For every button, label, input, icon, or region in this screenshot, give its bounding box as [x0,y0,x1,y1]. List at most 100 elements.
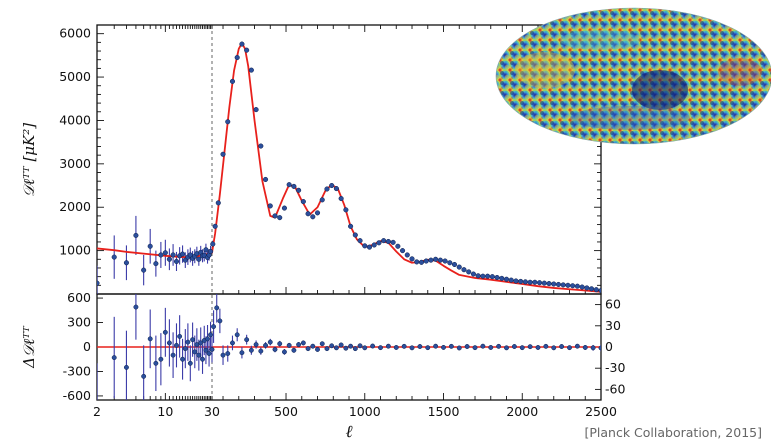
residual-point [263,342,268,348]
x-tick-label: 30 [204,404,220,419]
data-point [522,279,528,285]
residual-point [162,329,168,335]
data-point [166,256,172,262]
data-point [141,267,147,273]
residual-point [535,345,541,350]
data-point [196,256,202,262]
data-point [527,279,533,285]
data-point [225,119,231,125]
residual-point [582,345,588,350]
residual-point [258,348,264,354]
residual-point [166,340,172,346]
data-point [371,242,377,248]
data-point [272,213,278,219]
residual-point [234,332,240,338]
residual-point [147,336,153,342]
residual-point [370,343,376,349]
data-point [234,54,240,61]
data-point [565,282,571,288]
residual-point [277,341,283,347]
y-tick-label-right: 60 [605,297,621,312]
cmb-sky-map-image [495,7,771,145]
data-point [466,269,472,275]
y-tick-label-top: 2000 [59,199,91,214]
residual-point [182,346,188,352]
residual-point [567,345,572,351]
y-tick-label-top: 1000 [59,243,91,258]
residual-point [141,373,147,379]
data-point [348,223,354,229]
residual-point [343,345,349,351]
y-tick-label-top: 3000 [59,156,91,171]
residual-point [378,345,383,351]
data-point [305,211,311,217]
data-point [133,232,139,238]
data-point [395,243,401,249]
residual-point [488,345,494,350]
residual-point [220,352,226,358]
y-tick-label-top: 5000 [59,69,91,84]
residual-point [448,343,454,349]
data-point [147,243,153,249]
y-tick-label-bottom: 0 [83,339,91,354]
data-point [537,280,543,286]
x-tick-label: 500 [274,404,298,419]
residual-point [417,344,423,349]
residual-point [551,345,557,351]
residual-point [425,345,431,351]
data-point [461,267,467,273]
residual-point [324,346,330,352]
residual-point [203,347,209,353]
data-point [414,259,420,265]
data-point [258,143,264,149]
data-point [229,78,236,84]
data-point [451,261,458,268]
data-point [418,259,425,265]
data-point [333,186,339,192]
residual-point [333,345,339,351]
residual-point [198,340,204,346]
data-point [400,248,406,254]
data-point [153,261,159,267]
y-tick-label-bottom: -600 [63,388,91,403]
data-point [404,252,410,258]
residual-point [357,343,363,349]
residual-point [496,343,502,349]
data-point [456,264,462,270]
data-point [215,200,221,206]
x-tick-label: 2500 [585,404,617,419]
residual-point [393,345,399,350]
data-point [244,47,250,53]
data-point [366,244,373,250]
data-point [362,243,368,249]
residual-point [177,333,183,339]
data-point [208,248,214,255]
residual-point [362,345,368,351]
data-point [503,276,510,282]
data-point [158,252,164,258]
residual-point [504,345,509,351]
residual-point [348,343,354,349]
data-point [291,183,297,189]
data-point [447,260,453,266]
data-point [123,260,129,266]
residual-point [208,332,214,338]
residual-point [559,344,565,349]
residual-point [170,352,176,358]
residual-point [272,346,278,352]
data-point [210,241,216,247]
y-tick-label-bottom: -300 [63,363,91,378]
data-point [480,273,486,279]
residual-point [433,343,439,349]
data-point [593,287,599,293]
residual-point [225,351,231,356]
residual-point [230,340,235,346]
data-point [442,258,448,264]
residual-point [574,343,580,349]
residual-point [180,356,186,362]
data-point [555,281,562,288]
top-panel-data-points [97,41,601,294]
residual-point [598,345,601,351]
y-tick-label-bottom: 600 [67,290,91,305]
